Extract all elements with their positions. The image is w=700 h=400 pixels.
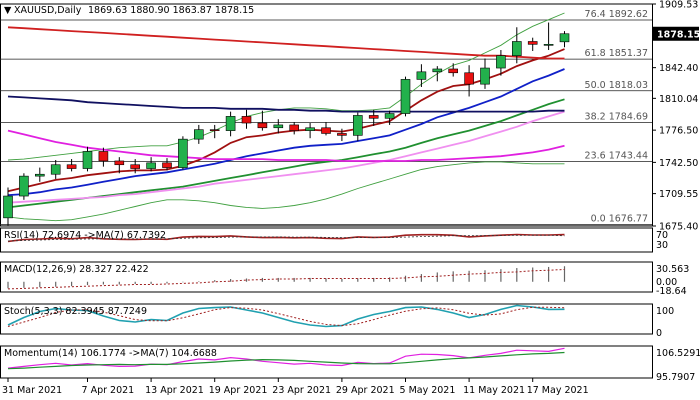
- candle-body-30: [480, 67, 490, 85]
- fib-label-3: 38.2 1784.69: [585, 111, 648, 122]
- macd-panel: MACD(12,26,9) 28.327 22.422 30.563 0.00-18…: [0, 261, 689, 297]
- price-tick-label-0: 1909.53: [659, 0, 698, 11]
- candle-body-22: [352, 115, 363, 136]
- moving-average-line-1: [7, 68, 565, 196]
- candle-body-15: [241, 116, 252, 124]
- candle-body-10: [162, 162, 172, 168]
- rsi-panel-axis-label-1: 30: [656, 240, 668, 251]
- bollinger-lower-line: [7, 161, 565, 222]
- candle-body-6: [98, 151, 109, 162]
- price-panel: 76.4 1892.62 61.8 1851.37 50.0 1818.03 38.2…: [0, 0, 700, 233]
- moving-average-line-6: [7, 26, 565, 60]
- fib-label-5: 0.0 1676.77: [591, 214, 648, 225]
- candle-body-9: [146, 162, 156, 169]
- mom-panel-title: Momentum(14) 106.1774 ->MA(7) 104.6688: [4, 348, 217, 359]
- stoch-panel-axis-label-0: 100: [656, 306, 674, 317]
- candle-body-3: [50, 164, 61, 175]
- mom-panel-axis-label-1: 95.7907: [656, 372, 695, 383]
- candle-body-32: [511, 41, 522, 57]
- candle-body-19: [305, 127, 315, 131]
- mom-panel-frame: [0, 345, 653, 379]
- stoch-panel-title: Stoch(5,3,3) 82.3945 87.7249: [4, 306, 147, 317]
- candle-body-35: [559, 33, 570, 43]
- candle-body-24: [384, 113, 395, 119]
- candle-body-31: [496, 55, 506, 69]
- date-tick-label-4: 23 Apr 2021: [272, 385, 331, 396]
- date-tick-label-2: 13 Apr 2021: [145, 385, 204, 396]
- fib-label-2: 50.0 1818.03: [585, 80, 648, 91]
- current-price-label: 1878.15: [657, 29, 700, 40]
- price-tick-label-3: 1776.50: [659, 126, 698, 137]
- symbol-label: XAUUSD,Daily: [14, 5, 82, 16]
- price-tick-label-2: 1810.04: [659, 94, 698, 105]
- date-tick-label-3: 19 Apr 2021: [209, 385, 268, 396]
- candle-body-16: [257, 122, 268, 129]
- macd-panel-axis-label-0: 30.563: [656, 264, 689, 275]
- candle-body-5: [82, 151, 93, 169]
- candle-body-17: [273, 124, 284, 129]
- macd-panel-title: MACD(12,26,9) 28.327 22.422: [4, 264, 149, 275]
- mom-panel-axis-label-0: 106.5291: [656, 348, 700, 359]
- moving-average-line-3: [7, 110, 565, 204]
- candle-body-12: [194, 129, 204, 140]
- candle-body-34: [543, 44, 554, 46]
- price-tick-label-4: 1742.50: [659, 158, 698, 169]
- date-tick-label-5: 29 Apr 2021: [336, 385, 395, 396]
- stochastic-panel: Stoch(5,3,3) 82.3945 87.7249 100 0: [0, 303, 674, 339]
- candle-body-18: [289, 124, 300, 131]
- macd-panel-axis-label-2: -18.64: [656, 286, 687, 297]
- price-tick-label-1: 1842.40: [659, 63, 698, 74]
- candle-body-1: [19, 175, 29, 197]
- macd-panel-axis-label-1: 0.00: [656, 277, 677, 288]
- momentum-panel: Momentum(14) 106.1774 ->MA(7) 104.6688 10…: [0, 345, 700, 383]
- candle-body-21: [337, 133, 347, 136]
- fib-label-0: 76.4 1892.62: [585, 9, 648, 20]
- candle-body-25: [400, 79, 411, 114]
- candle-body-4: [66, 164, 77, 169]
- stoch-panel-d-line: [7, 306, 565, 327]
- fib-label-4: 23.6 1743.44: [585, 150, 648, 161]
- stoch-panel-k-line: [7, 304, 565, 328]
- candle-body-26: [416, 71, 427, 80]
- candle-body-7: [114, 160, 125, 166]
- date-tick-label-0: 31 Mar 2021: [2, 385, 62, 396]
- stoch-panel-axis-label-1: 0: [656, 328, 662, 339]
- rsi-panel-axis-label-0: 70: [656, 230, 668, 241]
- candle-body-0: [3, 195, 13, 219]
- candle-body-23: [368, 115, 379, 119]
- candle-body-33: [527, 41, 538, 45]
- candle-body-14: [225, 116, 236, 131]
- current-price-badge: [653, 26, 699, 41]
- rsi-panel-frame: [0, 227, 653, 253]
- price-panel-frame: [0, 3, 653, 227]
- macd-panel-signal-line: [7, 269, 565, 290]
- date-tick-label-1: 7 Apr 2021: [82, 385, 135, 396]
- candle-body-27: [432, 68, 443, 73]
- candle-body-20: [321, 127, 331, 134]
- rsi-panel-title: RSI(14) 72.6974 ->MA(7) 67.7392: [4, 230, 166, 241]
- candle-body-28: [448, 68, 459, 74]
- macd-panel-frame: [0, 261, 653, 293]
- date-tick-label-7: 11 May 2021: [463, 385, 525, 396]
- ohlc-readout: 1869.63 1880.90 1863.87 1878.15: [88, 5, 254, 16]
- price-tick-label-6: 1675.40: [659, 222, 698, 233]
- date-tick-label-6: 5 May 2021: [400, 385, 456, 396]
- stoch-panel-frame: [0, 303, 653, 335]
- candle-body-29: [464, 72, 474, 85]
- moving-average-line-5: [7, 95, 565, 113]
- candle-body-2: [34, 173, 45, 177]
- candle-body-8: [130, 164, 140, 169]
- price-tick-label-5: 1709.55: [659, 189, 698, 200]
- date-tick-label-8: 17 May 2021: [527, 385, 589, 396]
- moving-average-line-4: [7, 129, 565, 162]
- rsi-panel-ma-line: [7, 234, 565, 242]
- mom-panel-ma-line: [7, 351, 565, 370]
- candle-body-13: [209, 129, 220, 131]
- fib-label-1: 61.8 1851.37: [585, 48, 648, 59]
- candle-body-11: [178, 138, 188, 168]
- date-axis: 31 Mar 2021 7 Apr 2021 13 Apr 2021 19 Apr 2…: [2, 378, 589, 396]
- chart-title-arrow-icon: ▼: [4, 5, 12, 16]
